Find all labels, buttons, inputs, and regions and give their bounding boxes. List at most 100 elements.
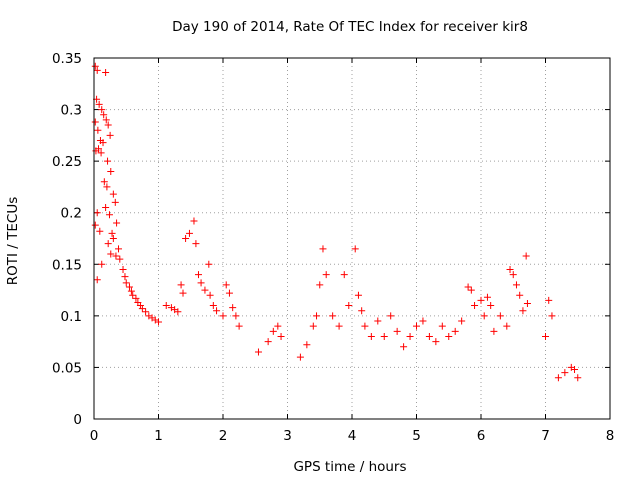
data-point xyxy=(138,305,146,313)
data-point xyxy=(97,149,105,157)
y-tick-label: 0.35 xyxy=(52,51,82,67)
data-point xyxy=(277,332,285,340)
data-point xyxy=(413,322,420,330)
data-point xyxy=(109,190,117,198)
y-tick-label: 0 xyxy=(73,412,82,428)
data-point xyxy=(108,229,116,237)
data-point xyxy=(329,312,337,320)
data-point xyxy=(522,252,530,260)
data-point xyxy=(313,312,321,320)
data-point xyxy=(503,322,511,330)
data-point xyxy=(509,271,517,279)
data-point xyxy=(205,260,213,268)
data-point xyxy=(232,312,240,320)
data-point xyxy=(94,126,102,134)
data-point xyxy=(451,327,459,335)
x-axis-label: GPS time / hours xyxy=(293,459,406,475)
data-point xyxy=(100,111,108,119)
chart-title: Day 190 of 2014, Rate Of TEC Index for r… xyxy=(172,19,528,35)
data-point xyxy=(129,291,137,299)
data-point xyxy=(335,322,343,330)
data-point xyxy=(548,312,556,320)
plot-frame xyxy=(93,57,611,420)
data-point xyxy=(107,167,115,175)
x-tick-label: 7 xyxy=(541,428,550,444)
data-point xyxy=(98,106,106,114)
data-point xyxy=(127,287,135,295)
data-point xyxy=(340,271,348,279)
x-tick-label: 1 xyxy=(154,428,163,444)
data-point xyxy=(106,131,114,139)
data-point xyxy=(192,240,200,248)
data-point xyxy=(91,62,99,70)
data-point xyxy=(393,327,401,335)
data-point xyxy=(155,318,162,326)
data-point xyxy=(115,245,123,253)
data-point xyxy=(516,291,524,299)
data-point xyxy=(112,252,120,260)
data-point xyxy=(322,271,330,279)
data-point xyxy=(545,296,553,304)
data-point xyxy=(445,332,453,340)
data-point xyxy=(358,307,366,315)
data-point xyxy=(309,322,317,330)
data-point xyxy=(523,299,531,307)
data-point xyxy=(194,271,202,279)
data-point xyxy=(102,116,110,124)
data-point xyxy=(269,327,277,335)
data-point xyxy=(109,235,117,242)
data-point xyxy=(296,353,304,361)
x-tick-label: 5 xyxy=(412,428,421,444)
data-point xyxy=(458,317,466,325)
data-point xyxy=(125,283,133,291)
data-point xyxy=(561,369,569,377)
data-point xyxy=(354,291,362,299)
data-point xyxy=(387,312,395,320)
data-point xyxy=(103,183,111,191)
x-tick-label: 8 xyxy=(606,428,615,444)
data-point xyxy=(319,245,327,253)
data-point xyxy=(142,308,150,316)
x-tick-label: 4 xyxy=(348,428,357,444)
data-point xyxy=(483,293,491,301)
y-tick-label: 0.15 xyxy=(52,257,82,273)
data-point xyxy=(113,219,121,227)
data-point xyxy=(104,121,112,129)
data-point xyxy=(96,227,104,235)
data-point xyxy=(219,312,227,320)
data-point xyxy=(201,286,209,294)
data-point xyxy=(425,332,433,340)
data-point xyxy=(104,157,112,165)
data-point xyxy=(222,281,230,289)
y-axis-label: ROTI / TECUs xyxy=(5,197,21,285)
data-point xyxy=(213,307,221,315)
data-point xyxy=(274,322,282,330)
data-point xyxy=(512,281,520,289)
x-tick-label: 6 xyxy=(477,428,486,444)
data-point xyxy=(100,178,108,186)
data-point xyxy=(111,198,119,206)
data-point xyxy=(574,374,582,382)
data-point xyxy=(91,118,99,126)
data-point xyxy=(351,245,359,253)
y-tick-label: 0.1 xyxy=(61,309,82,325)
data-point xyxy=(104,240,112,248)
data-point xyxy=(235,322,243,330)
data-point xyxy=(179,289,187,297)
data-point xyxy=(93,209,101,217)
data-point xyxy=(254,348,262,356)
axis-ticks: 0 1 2 3 4 5 6 7 8 0 0.05 0.1 0.15 0.2 0.25 0.3 0.35 xyxy=(52,51,614,444)
data-point xyxy=(345,302,353,310)
data-point xyxy=(467,286,475,294)
data-point xyxy=(490,327,498,335)
data-point xyxy=(374,317,382,325)
data-point xyxy=(185,229,193,237)
y-tick-label: 0.2 xyxy=(61,206,82,222)
data-point xyxy=(121,273,129,281)
data-point xyxy=(95,145,103,153)
data-point xyxy=(406,332,414,340)
x-tick-label: 0 xyxy=(90,428,99,444)
y-tick-label: 0.3 xyxy=(61,103,82,119)
data-point xyxy=(361,322,369,330)
y-tick-label: 0.05 xyxy=(52,360,82,376)
